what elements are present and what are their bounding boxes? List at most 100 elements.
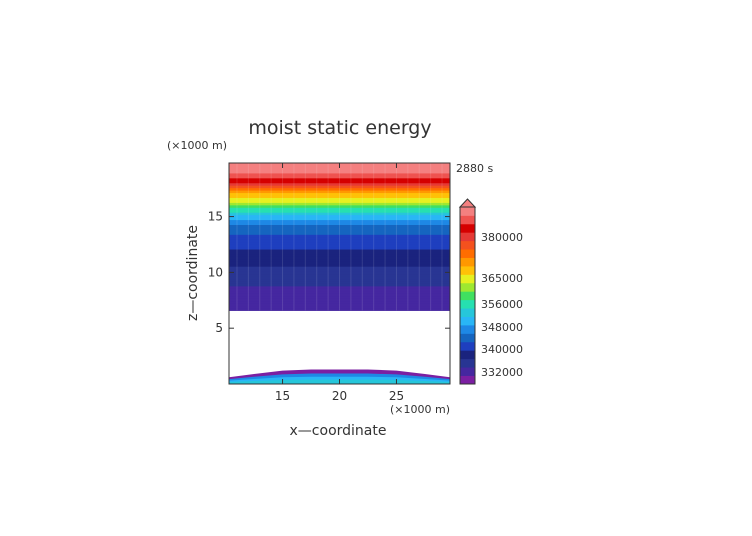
mse-band — [229, 214, 450, 218]
mse-band — [229, 295, 450, 299]
colorbar-swatch — [460, 333, 475, 343]
mse-band — [229, 263, 450, 267]
mse-band — [229, 285, 450, 289]
mse-band — [229, 167, 450, 171]
mse-band — [229, 197, 450, 201]
mse-band — [229, 273, 450, 277]
colorbar-swatch — [460, 299, 475, 309]
mse-band — [229, 302, 450, 307]
mse-band — [229, 251, 450, 255]
mse-band — [229, 234, 450, 238]
mse-band — [229, 236, 450, 240]
mse-band — [229, 266, 450, 270]
x-unit-label: (×1000 m) — [390, 403, 450, 416]
colorbar-frame — [459, 206, 476, 385]
time-label: 2880 s — [456, 162, 493, 175]
mse-band — [229, 261, 450, 265]
x-tick-label: 25 — [389, 389, 404, 403]
mse-band — [229, 253, 450, 257]
colorbar-swatch — [460, 308, 475, 317]
mse-band — [229, 172, 450, 176]
mse-band — [229, 231, 450, 235]
colorbar-extend-arrow — [458, 198, 477, 208]
mse-band — [229, 258, 450, 262]
mse-band — [229, 175, 450, 179]
mse-band — [229, 290, 450, 294]
mse-band — [229, 256, 450, 260]
mse-band — [229, 204, 450, 208]
colorbar-swatch — [460, 282, 475, 292]
mse-band — [229, 246, 450, 250]
mse-band — [229, 283, 450, 287]
mse-band — [229, 229, 450, 233]
mse-band — [229, 241, 450, 245]
colorbar-tick-label: 332000 — [481, 366, 523, 379]
mse-band — [229, 177, 450, 181]
mse-band — [229, 170, 450, 174]
mse-band — [229, 305, 450, 309]
colorbar-swatch — [460, 358, 475, 368]
colorbar-tick-label: 380000 — [481, 231, 523, 244]
mse-band — [229, 209, 450, 213]
mse-band — [229, 300, 450, 304]
mse-band — [229, 217, 450, 221]
colorbar-swatch — [460, 325, 475, 334]
mse-band — [229, 199, 450, 203]
plot-area — [229, 163, 450, 384]
mse-band — [229, 224, 450, 228]
y-tick-label: 5 — [215, 321, 223, 335]
colorbar-tick-label: 365000 — [481, 272, 523, 285]
mse-band — [229, 202, 450, 206]
x-axis-label: x—coordinate — [290, 423, 387, 439]
mse-band — [229, 221, 450, 225]
x-axis: 15 20 25 — [275, 163, 404, 403]
mse-band — [229, 192, 450, 196]
colorbar-swatch — [460, 274, 475, 284]
mse-band — [229, 288, 450, 292]
chart-title: moist static energy — [248, 117, 431, 139]
mse-band — [229, 219, 450, 223]
mse-band — [229, 185, 450, 189]
mse-band — [229, 293, 450, 297]
y-tick-label: 10 — [208, 265, 223, 279]
colorbar-swatch — [460, 257, 475, 267]
colorbar-swatch — [460, 223, 475, 233]
y-unit-label: (×1000 m) — [167, 139, 227, 152]
x-tick-label: 15 — [275, 389, 290, 403]
colorbar-tick-label: 348000 — [481, 321, 523, 334]
mse-band — [229, 187, 450, 191]
y-axis-label: z—coordinate — [185, 225, 201, 321]
colorbar-swatch — [460, 240, 475, 250]
mse-band — [229, 268, 450, 272]
colorbar-swatch — [460, 341, 475, 351]
colorbar-swatch — [460, 350, 475, 360]
mse-band — [229, 248, 450, 252]
colorbar-swatch — [460, 266, 475, 275]
mse-band — [229, 226, 450, 230]
mse-band — [229, 244, 450, 248]
mse-band — [229, 194, 450, 198]
colorbar-tick-label: 340000 — [481, 343, 523, 356]
mse-band — [229, 271, 450, 275]
mse-band — [229, 280, 450, 284]
mse-band — [229, 307, 450, 311]
mse-band — [229, 212, 450, 216]
mse-band — [229, 298, 450, 302]
mse-band — [229, 182, 450, 186]
mse-band — [229, 207, 450, 211]
colorbar-swatch — [460, 215, 475, 225]
colorbar-swatch — [460, 207, 475, 216]
mse-band — [229, 278, 450, 282]
colorbar-swatch — [460, 249, 475, 258]
colorbar-swatch — [460, 367, 475, 376]
colorbar-swatch — [460, 375, 475, 385]
x-tick-label: 20 — [332, 389, 347, 403]
colorbar-swatch — [460, 316, 475, 326]
mse-band — [229, 275, 450, 280]
colorbar-tick-label: 356000 — [481, 298, 523, 311]
y-axis: 5 10 15 — [208, 210, 450, 335]
mse-band — [229, 180, 450, 184]
mse-band — [229, 190, 450, 194]
colorbar-swatch — [460, 232, 475, 242]
colorbar-swatch — [460, 291, 475, 301]
